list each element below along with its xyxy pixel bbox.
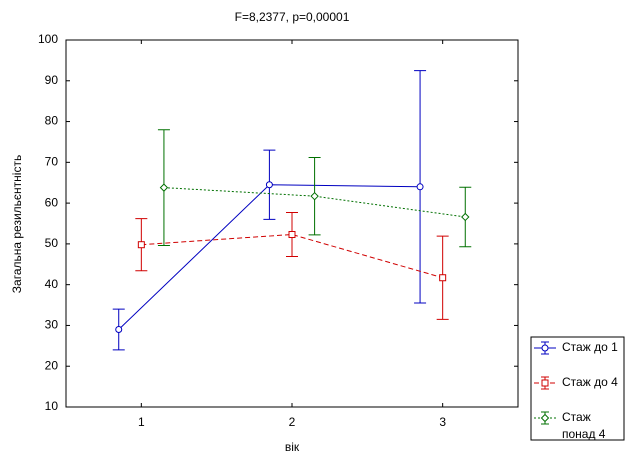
x-tick-label: 3	[439, 415, 446, 429]
marker	[439, 274, 447, 282]
y-tick-label: 50	[45, 236, 59, 250]
marker	[115, 326, 123, 334]
x-tick-label: 2	[289, 415, 296, 429]
marker	[288, 231, 296, 239]
y-tick-label: 60	[45, 195, 59, 209]
y-tick-label: 80	[45, 114, 59, 128]
series-line	[163, 187, 466, 218]
marker	[416, 183, 424, 191]
chart-title: F=8,2377, p=0,00001	[235, 10, 350, 24]
legend-label: Стаж до 4	[562, 375, 618, 389]
marker	[159, 183, 169, 192]
legend-label: Стаж до 1	[562, 340, 618, 354]
y-axis-label: Загальна резильєнтність	[10, 155, 24, 293]
marker	[541, 344, 549, 352]
marker	[540, 413, 550, 423]
y-tick-label: 20	[45, 358, 59, 372]
x-tick-label: 1	[138, 415, 145, 429]
y-tick-label: 30	[45, 318, 59, 332]
legend-label: Стаж понад 4	[562, 410, 606, 441]
y-tick-label: 40	[45, 277, 59, 291]
y-tick-label: 70	[45, 155, 59, 169]
x-axis-label: вік	[285, 440, 300, 454]
marker	[265, 181, 273, 189]
marker	[461, 212, 470, 222]
marker	[541, 379, 549, 387]
marker	[310, 191, 319, 201]
y-tick-label: 90	[45, 73, 59, 87]
series-line	[141, 234, 443, 279]
y-tick-label: 100	[38, 32, 58, 46]
marker	[137, 241, 145, 249]
y-tick-label: 10	[45, 399, 59, 413]
